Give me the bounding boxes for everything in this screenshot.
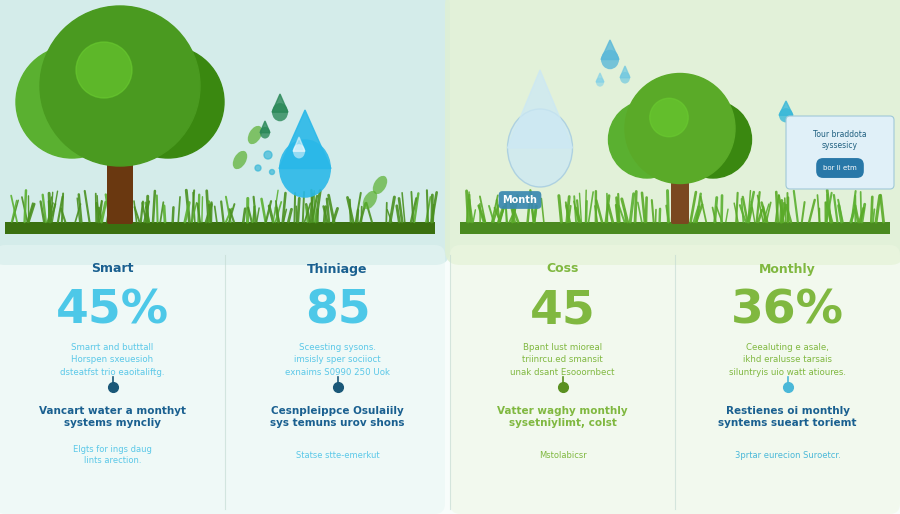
FancyBboxPatch shape [450,245,900,514]
Ellipse shape [601,50,619,69]
Text: Tour braddota
syssesicy: Tour braddota syssesicy [814,131,867,150]
Text: 45%: 45% [56,288,169,334]
Polygon shape [596,73,604,82]
Text: Smart: Smart [91,263,134,276]
Ellipse shape [620,72,630,84]
Ellipse shape [260,127,270,139]
Text: Restienes oi monthly
syntems sueart toriemt: Restienes oi monthly syntems sueart tori… [718,406,857,428]
Circle shape [264,151,272,159]
Circle shape [16,46,128,158]
Text: 3prtar eurecion Suroetcr.: 3prtar eurecion Suroetcr. [734,450,841,460]
Text: Cesnpleippce Osulaiily
sys temuns urov shons: Cesnpleippce Osulaiily sys temuns urov s… [270,406,405,428]
Polygon shape [601,40,619,60]
Ellipse shape [233,151,248,169]
Text: Monthly: Monthly [759,263,816,276]
Text: Vancart water a monthyt
systems myncliy: Vancart water a monthyt systems myncliy [39,406,186,428]
Text: Sceesting sysons.
imsisly sper sociioct
exnaims S0990 250 Uok: Sceesting sysons. imsisly sper sociioct … [285,343,390,377]
FancyBboxPatch shape [671,165,689,224]
FancyBboxPatch shape [786,116,894,189]
Text: Smarrt and butttall
Horspen sxeuesioh
dsteatfst trio eaoitaliftg.: Smarrt and butttall Horspen sxeuesioh ds… [60,343,165,377]
FancyBboxPatch shape [107,140,133,224]
Text: Mstolabicsr: Mstolabicsr [538,450,587,460]
Ellipse shape [779,108,793,122]
Text: 85: 85 [305,288,370,334]
Text: Thiniage: Thiniage [307,263,368,276]
FancyBboxPatch shape [0,0,450,265]
Polygon shape [279,110,331,169]
FancyBboxPatch shape [0,245,445,514]
Text: Ceealuting e asale,
ikhd eralusse tarsais
siluntryis uio watt atioures.: Ceealuting e asale, ikhd eralusse tarsai… [729,343,846,377]
Text: Month: Month [502,195,537,205]
FancyBboxPatch shape [460,222,890,234]
Circle shape [608,101,686,178]
Circle shape [650,98,688,137]
Text: Bpant lust mioreal
triinrcu.ed smansit
unak dsant Esooornbect: Bpant lust mioreal triinrcu.ed smansit u… [510,343,615,377]
Text: bor li etm: bor li etm [824,165,857,171]
Ellipse shape [293,144,305,158]
Circle shape [269,170,274,174]
Ellipse shape [596,78,604,87]
FancyBboxPatch shape [445,0,900,265]
Polygon shape [620,66,630,78]
Text: 36%: 36% [731,288,844,334]
Circle shape [255,165,261,171]
Text: Statse stte-emerkut: Statse stte-emerkut [296,450,379,460]
FancyBboxPatch shape [5,222,435,234]
Text: Elgts for ings daug
lints arection.: Elgts for ings daug lints arection. [73,445,152,465]
Circle shape [625,74,735,183]
Polygon shape [260,121,270,133]
Text: Vatter waghy monthly
sysetniylimt, colst: Vatter waghy monthly sysetniylimt, colst [497,406,628,428]
Ellipse shape [508,109,572,187]
Circle shape [76,42,132,98]
Circle shape [40,6,200,166]
Ellipse shape [272,103,288,121]
Ellipse shape [279,139,331,198]
Ellipse shape [373,176,387,194]
Polygon shape [272,94,288,112]
Text: 45: 45 [529,288,596,334]
Text: Coss: Coss [546,263,579,276]
Polygon shape [508,70,572,148]
Circle shape [112,46,224,158]
Ellipse shape [248,126,262,144]
Polygon shape [293,137,305,151]
Ellipse shape [363,191,377,209]
Circle shape [674,101,752,178]
Polygon shape [779,101,793,115]
